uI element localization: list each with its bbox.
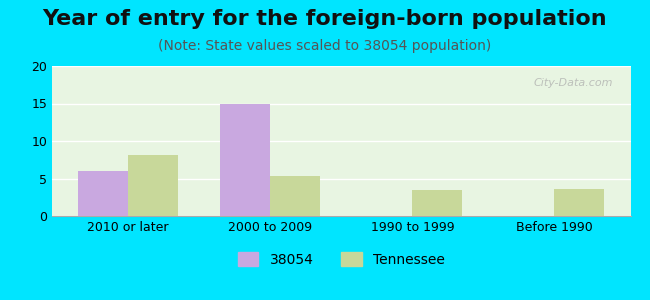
Text: Year of entry for the foreign-born population: Year of entry for the foreign-born popul… xyxy=(43,9,607,29)
Legend: 38054, Tennessee: 38054, Tennessee xyxy=(232,246,450,272)
Text: City-Data.com: City-Data.com xyxy=(534,78,613,88)
Bar xyxy=(78,171,128,216)
Bar xyxy=(220,103,270,216)
Bar xyxy=(128,154,178,216)
Bar xyxy=(270,176,320,216)
Bar xyxy=(412,190,462,216)
Text: (Note: State values scaled to 38054 population): (Note: State values scaled to 38054 popu… xyxy=(159,39,491,53)
Bar xyxy=(554,189,604,216)
